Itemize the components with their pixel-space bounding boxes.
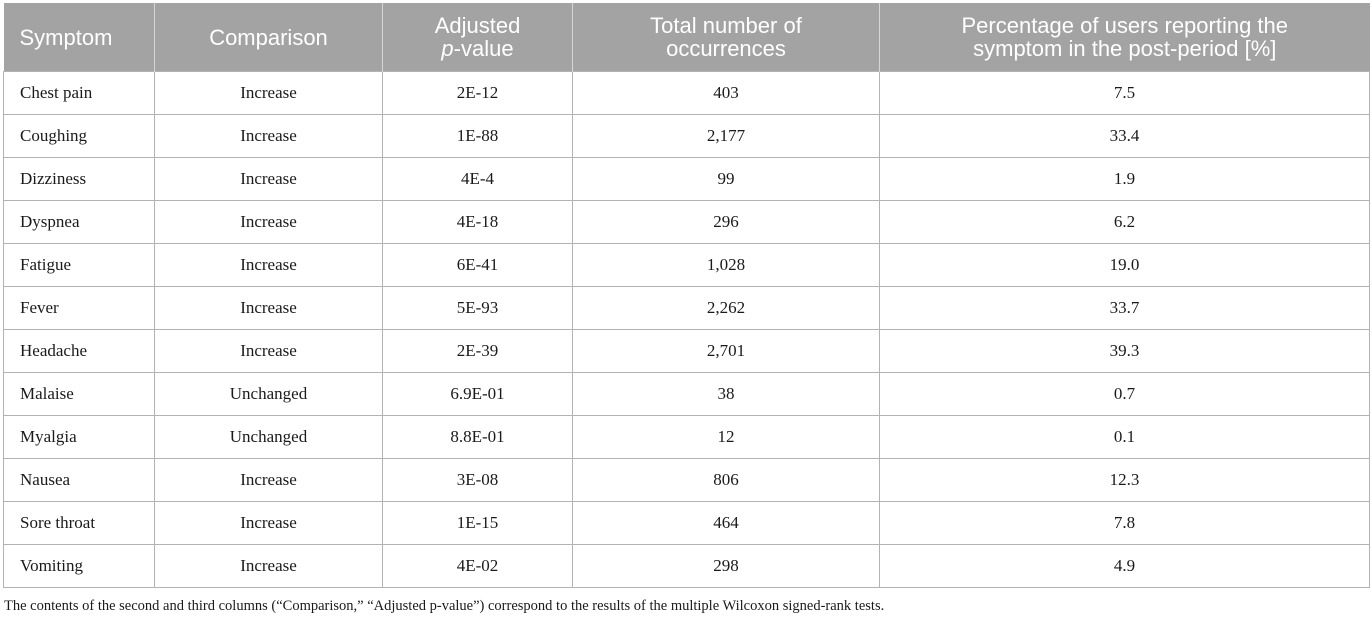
- cell-comparison: Unchanged: [154, 415, 383, 459]
- symptom-table: Symptom Comparison Adjusted p-value Tota…: [3, 3, 1370, 588]
- cell-total: 806: [572, 458, 880, 502]
- cell-percentage: 6.2: [879, 200, 1370, 244]
- cell-total: 1,028: [572, 243, 880, 287]
- table-row: Dyspnea Increase 4E-18 296 6.2: [3, 200, 1370, 244]
- cell-comparison: Increase: [154, 114, 383, 158]
- cell-percentage: 0.7: [879, 372, 1370, 416]
- cell-comparison: Increase: [154, 329, 383, 373]
- table-row: Nausea Increase 3E-08 806 12.3: [3, 458, 1370, 502]
- cell-percentage: 39.3: [879, 329, 1370, 373]
- cell-percentage: 7.8: [879, 501, 1370, 545]
- cell-comparison: Increase: [154, 286, 383, 330]
- cell-symptom: Vomiting: [3, 544, 155, 588]
- header-total-occurrences: Total number of occurrences: [572, 3, 880, 72]
- cell-total: 296: [572, 200, 880, 244]
- cell-symptom: Headache: [3, 329, 155, 373]
- cell-percentage: 12.3: [879, 458, 1370, 502]
- header-row: Symptom Comparison Adjusted p-value Tota…: [3, 3, 1370, 72]
- table-row: Fever Increase 5E-93 2,262 33.7: [3, 286, 1370, 330]
- cell-symptom: Malaise: [3, 372, 155, 416]
- cell-total: 298: [572, 544, 880, 588]
- cell-percentage: 4.9: [879, 544, 1370, 588]
- table-row: Headache Increase 2E-39 2,701 39.3: [3, 329, 1370, 373]
- cell-total: 12: [572, 415, 880, 459]
- cell-symptom: Sore throat: [3, 501, 155, 545]
- cell-comparison: Increase: [154, 157, 383, 201]
- table-row: Dizziness Increase 4E-4 99 1.9: [3, 157, 1370, 201]
- cell-comparison: Increase: [154, 544, 383, 588]
- header-comparison-label: Comparison: [209, 24, 328, 50]
- cell-percentage: 33.4: [879, 114, 1370, 158]
- symptom-table-container: Symptom Comparison Adjusted p-value Tota…: [3, 3, 1370, 588]
- table-row: Chest pain Increase 2E-12 403 7.5: [3, 71, 1370, 115]
- header-symptom: Symptom: [3, 3, 155, 72]
- cell-p-value: 8.8E-01: [382, 415, 573, 459]
- cell-percentage: 0.1: [879, 415, 1370, 459]
- cell-comparison: Increase: [154, 243, 383, 287]
- header-adjusted-p-value: Adjusted p-value: [382, 3, 573, 72]
- header-comparison: Comparison: [154, 3, 383, 72]
- cell-comparison: Increase: [154, 71, 383, 115]
- table-row: Fatigue Increase 6E-41 1,028 19.0: [3, 243, 1370, 287]
- table-footnote: The contents of the second and third col…: [4, 598, 885, 614]
- cell-symptom: Myalgia: [3, 415, 155, 459]
- cell-p-value: 4E-02: [382, 544, 573, 588]
- cell-p-value: 4E-4: [382, 157, 573, 201]
- cell-p-value: 1E-15: [382, 501, 573, 545]
- cell-symptom: Nausea: [3, 458, 155, 502]
- cell-symptom: Fatigue: [3, 243, 155, 287]
- header-total-line2: occurrences: [666, 36, 786, 61]
- table-body: Chest pain Increase 2E-12 403 7.5 Coughi…: [3, 71, 1370, 588]
- cell-symptom: Dizziness: [3, 157, 155, 201]
- cell-comparison: Increase: [154, 458, 383, 502]
- cell-percentage: 7.5: [879, 71, 1370, 115]
- cell-p-value: 5E-93: [382, 286, 573, 330]
- header-adjusted-value-suffix: -value: [453, 36, 514, 61]
- header-pct-line1: Percentage of users reporting the: [961, 13, 1289, 38]
- cell-p-value: 2E-39: [382, 329, 573, 373]
- header-symptom-label: Symptom: [19, 24, 113, 50]
- cell-total: 403: [572, 71, 880, 115]
- cell-symptom: Coughing: [3, 114, 155, 158]
- cell-p-value: 6.9E-01: [382, 372, 573, 416]
- header-adjusted-line1: Adjusted: [434, 13, 521, 38]
- cell-total: 2,701: [572, 329, 880, 373]
- header-adjusted-p-italic: p: [441, 36, 454, 61]
- table-header: Symptom Comparison Adjusted p-value Tota…: [3, 3, 1370, 72]
- table-row: Coughing Increase 1E-88 2,177 33.4: [3, 114, 1370, 158]
- cell-comparison: Increase: [154, 501, 383, 545]
- cell-total: 99: [572, 157, 880, 201]
- cell-p-value: 6E-41: [382, 243, 573, 287]
- cell-comparison: Unchanged: [154, 372, 383, 416]
- cell-comparison: Increase: [154, 200, 383, 244]
- cell-p-value: 3E-08: [382, 458, 573, 502]
- cell-symptom: Dyspnea: [3, 200, 155, 244]
- header-pct-line2: symptom in the post-period [%]: [973, 36, 1277, 61]
- cell-total: 2,262: [572, 286, 880, 330]
- header-percentage-users: Percentage of users reporting the sympto…: [879, 3, 1370, 72]
- header-total-line1: Total number of: [650, 13, 802, 38]
- table-row: Vomiting Increase 4E-02 298 4.9: [3, 544, 1370, 588]
- cell-symptom: Fever: [3, 286, 155, 330]
- cell-total: 464: [572, 501, 880, 545]
- table-row: Sore throat Increase 1E-15 464 7.8: [3, 501, 1370, 545]
- cell-p-value: 2E-12: [382, 71, 573, 115]
- cell-p-value: 4E-18: [382, 200, 573, 244]
- cell-percentage: 19.0: [879, 243, 1370, 287]
- cell-percentage: 1.9: [879, 157, 1370, 201]
- table-row: Malaise Unchanged 6.9E-01 38 0.7: [3, 372, 1370, 416]
- cell-total: 38: [572, 372, 880, 416]
- cell-p-value: 1E-88: [382, 114, 573, 158]
- table-row: Myalgia Unchanged 8.8E-01 12 0.1: [3, 415, 1370, 459]
- cell-percentage: 33.7: [879, 286, 1370, 330]
- cell-symptom: Chest pain: [3, 71, 155, 115]
- cell-total: 2,177: [572, 114, 880, 158]
